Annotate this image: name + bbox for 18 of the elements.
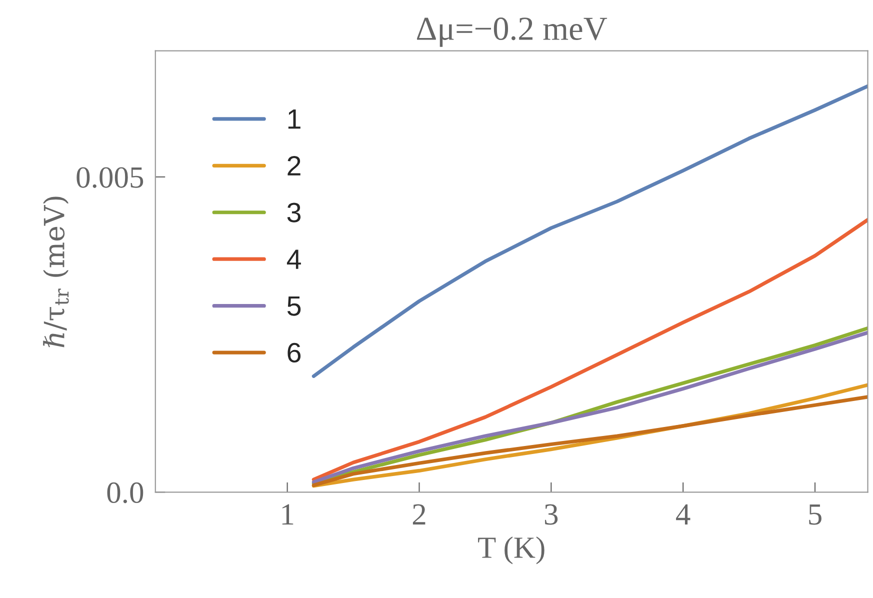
- y-tick-label: 0.0: [107, 482, 144, 504]
- legend-label: 5: [287, 296, 301, 316]
- line-series: [312, 84, 868, 378]
- legend-label: 6: [288, 342, 301, 363]
- legend-label: 4: [286, 250, 301, 269]
- y-tick-label: 0.005: [76, 167, 144, 188]
- x-tick-label: 2: [412, 504, 426, 524]
- x-tick-label: 1: [282, 504, 294, 524]
- x-axis-title: T (K): [478, 536, 544, 564]
- x-tick-label: 5: [809, 504, 822, 525]
- line-series: [312, 218, 868, 482]
- legend-label: 1: [288, 110, 300, 129]
- chart-title: Δμ=−0.2 meV: [417, 18, 608, 47]
- legend-label: 2: [288, 156, 300, 176]
- x-tick-label: 3: [544, 504, 558, 525]
- x-tick-label: 4: [676, 504, 690, 524]
- y-axis-title: ℏ/τ$_{tr}$ (meV): [43, 196, 69, 348]
- legend-label: 3: [287, 202, 301, 222]
